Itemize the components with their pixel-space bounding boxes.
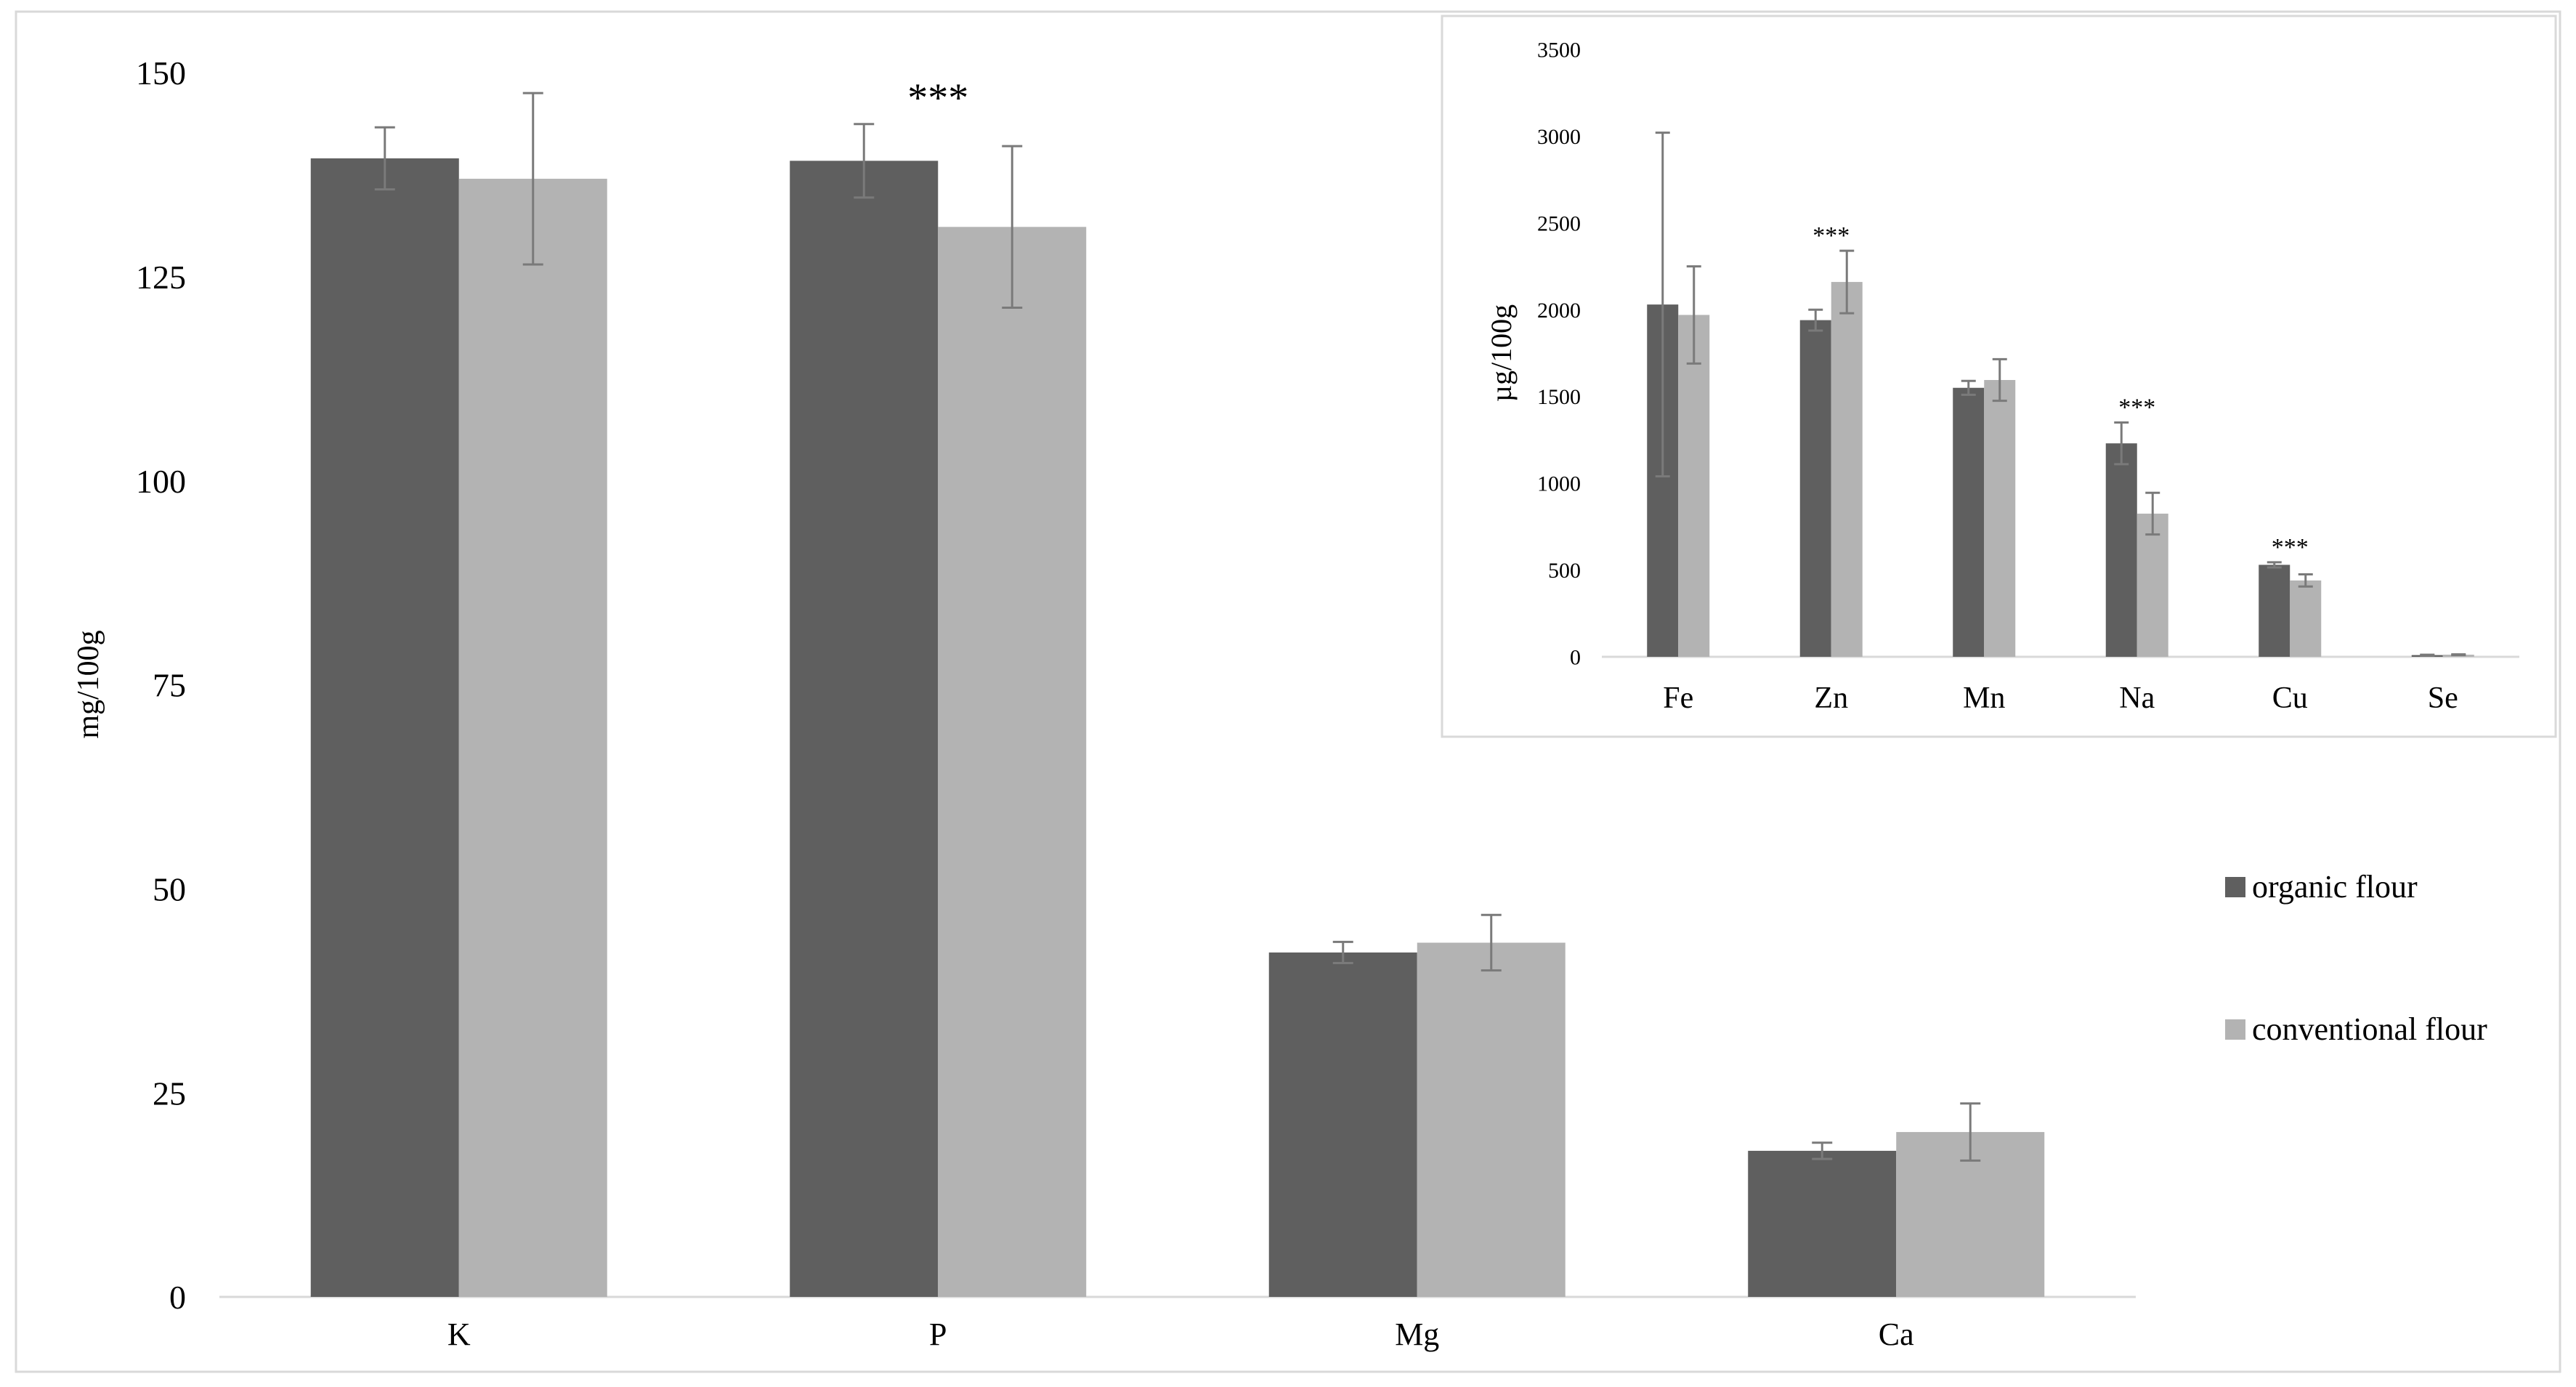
bar-conventional-mg xyxy=(1417,942,1566,1297)
y-tick-label: 1500 xyxy=(1537,385,1581,409)
bar-organic-p xyxy=(790,161,939,1297)
bar-conventional-cu xyxy=(2290,580,2322,657)
y-tick-label: 1000 xyxy=(1537,472,1581,496)
x-category-label-k: K xyxy=(447,1317,471,1352)
inset-plot: 0 500 1000 1500 2000 2500 3000 3500 µg/100g Fe Zn M… xyxy=(1485,39,2519,715)
legend-swatch-organic xyxy=(2225,877,2245,897)
bar-conventional-zn xyxy=(1831,282,1863,657)
y-tick-label: 3000 xyxy=(1537,125,1581,149)
x-category-label-fe: Fe xyxy=(1663,682,1693,715)
bar-conventional-fe xyxy=(1678,315,1710,657)
y-tick-label: 50 xyxy=(153,870,186,907)
main-plot: 0 25 50 75 100 125 150 mg/100g K P Mg Ca *** xyxy=(72,54,2136,1352)
y-tick-label: 125 xyxy=(136,259,186,296)
x-category-label-na: Na xyxy=(2119,682,2155,715)
bar-organic-na xyxy=(2105,443,2137,657)
bar-organic-ca xyxy=(1748,1150,1897,1297)
significance-annotation: *** xyxy=(1812,222,1850,249)
significance-annotation: *** xyxy=(2118,395,2155,421)
bar-organic-k xyxy=(310,158,459,1298)
x-category-label-se: Se xyxy=(2428,682,2458,715)
legend: organic flour conventional flour xyxy=(2225,869,2487,1047)
legend-label-organic: organic flour xyxy=(2252,869,2418,905)
y-tick-label: 2000 xyxy=(1537,299,1581,323)
y-tick-label: 500 xyxy=(1548,559,1581,583)
significance-annotation: *** xyxy=(2272,534,2309,561)
y-axis-label: mg/100g xyxy=(72,630,105,738)
y-tick-label: 2500 xyxy=(1537,211,1581,235)
y-tick-label: 0 xyxy=(1570,646,1581,670)
x-category-label-mn: Mn xyxy=(1963,682,2005,715)
y-tick-label: 0 xyxy=(169,1279,186,1316)
bar-conventional-k xyxy=(458,179,607,1298)
y-tick-label: 75 xyxy=(153,667,186,704)
bar-organic-mg xyxy=(1268,952,1417,1297)
bar-conventional-p xyxy=(938,227,1087,1297)
x-category-label-zn: Zn xyxy=(1814,682,1848,715)
bar-organic-zn xyxy=(1799,320,1831,657)
bar-organic-cu xyxy=(2259,565,2291,657)
y-tick-label: 150 xyxy=(136,54,186,92)
x-category-label-cu: Cu xyxy=(2272,682,2308,715)
x-category-label-mg: Mg xyxy=(1395,1317,1439,1352)
y-axis-label: µg/100g xyxy=(1485,304,1518,402)
bar-organic-mn xyxy=(1953,387,1985,657)
x-category-label-p: P xyxy=(929,1317,947,1352)
legend-swatch-conventional xyxy=(2225,1019,2245,1040)
significance-annotation: *** xyxy=(907,76,968,121)
x-category-label-ca: Ca xyxy=(1879,1317,1914,1352)
y-tick-label: 3500 xyxy=(1537,39,1581,62)
y-tick-label: 100 xyxy=(136,463,186,500)
legend-label-conventional: conventional flour xyxy=(2252,1011,2487,1047)
bar-conventional-na xyxy=(2136,513,2168,657)
bar-conventional-mn xyxy=(1984,380,2016,657)
y-tick-label: 25 xyxy=(153,1075,186,1112)
